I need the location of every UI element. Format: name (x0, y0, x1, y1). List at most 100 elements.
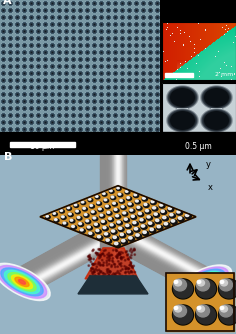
Ellipse shape (169, 214, 175, 218)
Polygon shape (131, 228, 211, 272)
Ellipse shape (74, 204, 77, 206)
Ellipse shape (70, 219, 73, 221)
Ellipse shape (95, 229, 101, 233)
Ellipse shape (89, 257, 91, 258)
Ellipse shape (60, 210, 63, 211)
Ellipse shape (102, 272, 104, 274)
Ellipse shape (88, 198, 91, 200)
Ellipse shape (80, 229, 83, 231)
Ellipse shape (136, 234, 139, 236)
Polygon shape (122, 243, 202, 287)
Polygon shape (122, 155, 123, 259)
Bar (166, 273, 234, 331)
Ellipse shape (177, 211, 180, 213)
Ellipse shape (91, 268, 92, 269)
Polygon shape (17, 229, 95, 273)
Ellipse shape (107, 211, 112, 215)
Polygon shape (118, 250, 199, 294)
Ellipse shape (111, 196, 114, 198)
Ellipse shape (188, 271, 222, 293)
Ellipse shape (125, 191, 130, 194)
Polygon shape (104, 155, 105, 259)
Ellipse shape (178, 265, 232, 299)
Ellipse shape (136, 206, 142, 210)
Ellipse shape (88, 256, 90, 257)
Polygon shape (129, 230, 210, 274)
Ellipse shape (118, 272, 120, 274)
Ellipse shape (68, 213, 73, 216)
Ellipse shape (154, 213, 160, 217)
Ellipse shape (97, 254, 98, 256)
Polygon shape (127, 234, 207, 278)
Ellipse shape (97, 202, 101, 205)
Polygon shape (117, 155, 118, 259)
Polygon shape (24, 242, 102, 286)
Ellipse shape (139, 212, 142, 215)
Ellipse shape (127, 254, 129, 255)
Polygon shape (122, 244, 202, 288)
Ellipse shape (173, 306, 193, 324)
Ellipse shape (115, 256, 117, 257)
Polygon shape (123, 242, 203, 285)
Ellipse shape (116, 250, 118, 251)
Ellipse shape (137, 206, 140, 208)
Ellipse shape (96, 195, 98, 197)
Ellipse shape (82, 207, 87, 211)
Ellipse shape (98, 273, 99, 274)
Ellipse shape (92, 250, 93, 252)
Ellipse shape (163, 216, 166, 219)
Ellipse shape (120, 270, 121, 272)
Ellipse shape (92, 272, 93, 274)
Polygon shape (131, 227, 211, 271)
Ellipse shape (125, 190, 128, 192)
Ellipse shape (129, 250, 131, 252)
Ellipse shape (90, 261, 92, 263)
Ellipse shape (178, 217, 184, 221)
Ellipse shape (173, 305, 186, 317)
Ellipse shape (99, 263, 101, 264)
Polygon shape (100, 155, 101, 259)
Ellipse shape (119, 253, 121, 255)
Ellipse shape (69, 213, 71, 215)
Ellipse shape (135, 234, 142, 238)
Ellipse shape (0, 266, 47, 298)
Polygon shape (26, 247, 105, 290)
Ellipse shape (168, 207, 174, 212)
Polygon shape (18, 231, 96, 275)
Ellipse shape (98, 248, 99, 250)
Ellipse shape (107, 257, 108, 259)
Ellipse shape (170, 213, 173, 216)
Ellipse shape (103, 276, 105, 278)
Ellipse shape (92, 263, 93, 265)
Polygon shape (23, 241, 101, 285)
Ellipse shape (94, 223, 100, 227)
Ellipse shape (141, 225, 145, 227)
Ellipse shape (99, 271, 101, 272)
Polygon shape (21, 236, 99, 280)
Ellipse shape (67, 207, 72, 210)
Polygon shape (20, 235, 98, 279)
Ellipse shape (185, 214, 189, 216)
Ellipse shape (155, 219, 161, 224)
Ellipse shape (105, 233, 108, 235)
Polygon shape (123, 241, 204, 285)
Ellipse shape (125, 252, 127, 253)
Ellipse shape (171, 220, 177, 224)
Polygon shape (127, 235, 207, 279)
Ellipse shape (110, 276, 112, 278)
Polygon shape (112, 155, 113, 259)
Ellipse shape (114, 264, 116, 265)
Ellipse shape (103, 250, 105, 252)
Ellipse shape (104, 255, 105, 257)
Ellipse shape (118, 255, 119, 256)
Polygon shape (21, 238, 100, 282)
Ellipse shape (90, 258, 92, 260)
Ellipse shape (134, 272, 136, 273)
Ellipse shape (125, 224, 131, 228)
Ellipse shape (101, 260, 103, 261)
Ellipse shape (117, 221, 120, 223)
Ellipse shape (156, 219, 159, 221)
Ellipse shape (118, 252, 120, 253)
Ellipse shape (114, 264, 115, 265)
Ellipse shape (88, 265, 89, 266)
